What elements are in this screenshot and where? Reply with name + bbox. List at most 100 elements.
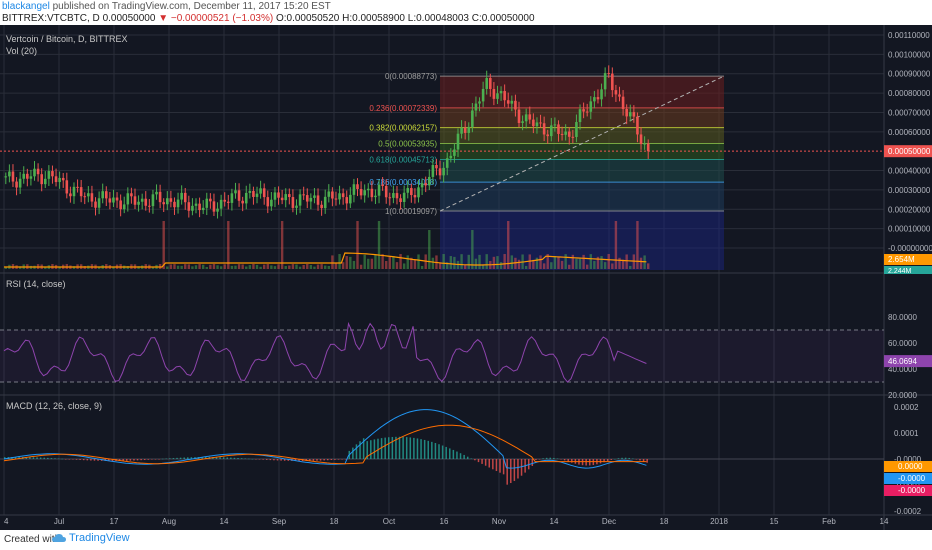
- volume-bar: [112, 266, 115, 269]
- volume-label: Vol (20): [6, 46, 38, 56]
- macd-histogram-bar: [499, 459, 501, 473]
- macd-histogram-bar: [621, 457, 623, 459]
- macd-histogram-bar: [187, 457, 189, 459]
- macd-histogram-bar: [140, 459, 142, 461]
- volume-bar: [277, 264, 280, 269]
- macd-histogram-bar: [50, 458, 53, 459]
- candle-body: [26, 173, 29, 179]
- volume-bar: [230, 265, 234, 269]
- macd-histogram-bar: [97, 459, 99, 461]
- macd-histogram-bar: [230, 457, 232, 459]
- volume-bar: [406, 255, 409, 269]
- volume-bar: [176, 265, 180, 269]
- fib-level-label: 0(0.00088773): [385, 72, 437, 81]
- macd-histogram-bar: [226, 457, 229, 459]
- volume-bar: [377, 221, 381, 269]
- price-tick-label: 0.00020000: [888, 205, 931, 214]
- volume-bar: [334, 263, 338, 269]
- macd-histogram-bar: [179, 457, 182, 459]
- volume-bar: [388, 256, 392, 269]
- macd-histogram-bar: [614, 458, 616, 460]
- macd-histogram-bar: [133, 459, 135, 461]
- macd-histogram-bar: [542, 458, 544, 459]
- candle-body: [618, 94, 621, 97]
- macd-histogram-bar: [624, 457, 627, 459]
- rsi-pane: [0, 321, 884, 383]
- fib-level-label: 0.382(0.00062157): [369, 124, 437, 133]
- volume-bar: [636, 221, 639, 269]
- macd-histogram-bar: [520, 459, 523, 476]
- macd-histogram-bar: [72, 459, 74, 460]
- macd-histogram-bar: [459, 453, 462, 459]
- candle-body: [76, 186, 79, 188]
- macd-histogram-bar: [556, 458, 559, 459]
- macd-histogram-bar: [632, 458, 634, 460]
- volume-bar: [492, 256, 496, 269]
- volume-bar: [306, 264, 309, 269]
- volume-bar: [395, 262, 399, 269]
- volume-bar: [460, 254, 463, 269]
- volume-bar: [507, 221, 510, 269]
- macd-histogram-bar: [606, 459, 609, 462]
- volume-bar: [345, 256, 348, 269]
- volume-bar: [589, 254, 592, 269]
- time-axis-label: Oct: [383, 517, 396, 526]
- volume-bar: [438, 263, 442, 269]
- macd-histogram-bar: [283, 459, 286, 461]
- candle-body: [241, 200, 244, 204]
- candle-body: [273, 192, 277, 200]
- macd-histogram-bar: [237, 458, 239, 459]
- candle-body: [557, 124, 560, 134]
- candle-body: [363, 190, 366, 196]
- candle-body: [431, 165, 435, 177]
- macd-tick-label: 0.0002: [894, 403, 919, 412]
- candle-body: [388, 197, 392, 199]
- macd-histogram-bar: [4, 457, 6, 459]
- tradingview-brand[interactable]: TradingView: [52, 532, 130, 544]
- volume-bar: [463, 264, 467, 269]
- macd-histogram-bar: [362, 438, 365, 459]
- chart-area[interactable]: 0(0.00088773) 0.236(0.00072339) 0.382(0.00…: [0, 25, 932, 530]
- volume-bar: [568, 264, 571, 269]
- macd-histogram-bar: [29, 457, 31, 459]
- macd-histogram-bar: [420, 439, 422, 459]
- candle-body: [148, 205, 151, 207]
- volume-bar: [338, 254, 341, 269]
- candle-body: [280, 197, 284, 201]
- macd-histogram-bar: [222, 457, 225, 459]
- candle-body: [180, 192, 183, 200]
- fib-zone: [440, 211, 724, 270]
- candle-body: [463, 127, 467, 133]
- macd-histogram-bar: [344, 459, 347, 460]
- brand-name: TradingView: [69, 532, 130, 544]
- volume-bar: [614, 221, 618, 269]
- candle-body: [61, 177, 65, 181]
- author-link[interactable]: blackangel: [2, 1, 50, 12]
- chart-canvas[interactable]: 0(0.00088773) 0.236(0.00072339) 0.382(0.00…: [0, 25, 932, 530]
- candle-body: [445, 158, 449, 168]
- candle-body: [503, 91, 506, 101]
- macd-histogram-bar: [535, 459, 537, 461]
- volume-bar: [248, 265, 252, 269]
- time-axis-label: Nov: [492, 517, 506, 526]
- macd-histogram-bar: [65, 459, 67, 460]
- candle-body: [97, 198, 101, 208]
- volume-bar: [316, 264, 320, 269]
- volume-bar: [560, 260, 564, 269]
- rsi-tick-label: 40.0000: [888, 365, 917, 374]
- candle-body: [126, 193, 130, 205]
- volume-bar: [546, 254, 549, 269]
- volume-bar: [359, 264, 363, 269]
- fib-zone: [440, 107, 724, 128]
- volume-bar: [571, 254, 575, 269]
- volume-bar: [191, 266, 194, 269]
- volume-bar: [442, 254, 445, 269]
- published-text: published on TradingView.com, December 1…: [52, 1, 331, 12]
- macd-histogram-bar: [82, 459, 85, 461]
- fibonacci-retracement: [439, 75, 725, 270]
- candle-body: [560, 133, 564, 135]
- macd-histogram-bar: [334, 459, 336, 460]
- candle-body: [108, 198, 112, 203]
- candle-body: [345, 197, 349, 204]
- time-axis-label: 14: [550, 517, 559, 526]
